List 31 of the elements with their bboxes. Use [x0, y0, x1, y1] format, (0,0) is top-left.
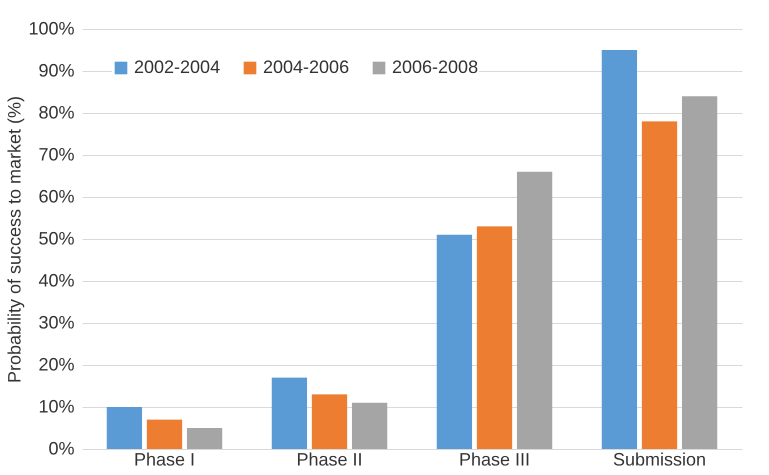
y-tick-label: 30% [38, 312, 74, 332]
bar [106, 407, 142, 449]
y-tick-label: 40% [38, 270, 74, 290]
y-tick-label: 50% [38, 228, 74, 248]
x-tick-label: Phase I [134, 450, 196, 470]
bar [436, 234, 472, 449]
bar [312, 394, 348, 449]
bar [476, 226, 512, 449]
y-tick-label: 20% [38, 354, 74, 374]
bar [682, 96, 718, 449]
y-tick-label: 0% [48, 438, 74, 458]
y-tick-label: 100% [28, 18, 74, 38]
bar [186, 428, 222, 449]
bar [602, 50, 638, 449]
x-tick-label: Submission [612, 450, 706, 470]
x-tick-label: Phase III [458, 450, 530, 470]
y-axis-title: Probability of success to market (%) [4, 96, 24, 384]
bar [352, 402, 388, 449]
legend-label: 2004-2006 [263, 57, 350, 77]
bar [642, 121, 678, 449]
bar [516, 172, 552, 449]
bar [272, 378, 308, 449]
legend-label: 2002-2004 [134, 57, 220, 77]
y-tick-label: 80% [38, 102, 74, 122]
legend-label: 2006-2008 [392, 57, 478, 77]
y-tick-label: 10% [38, 396, 74, 416]
y-tick-label: 90% [38, 60, 74, 80]
x-tick-label: Phase II [296, 450, 363, 470]
y-tick-label: 70% [38, 144, 74, 164]
y-tick-label: 60% [38, 186, 74, 206]
bar [146, 420, 182, 449]
